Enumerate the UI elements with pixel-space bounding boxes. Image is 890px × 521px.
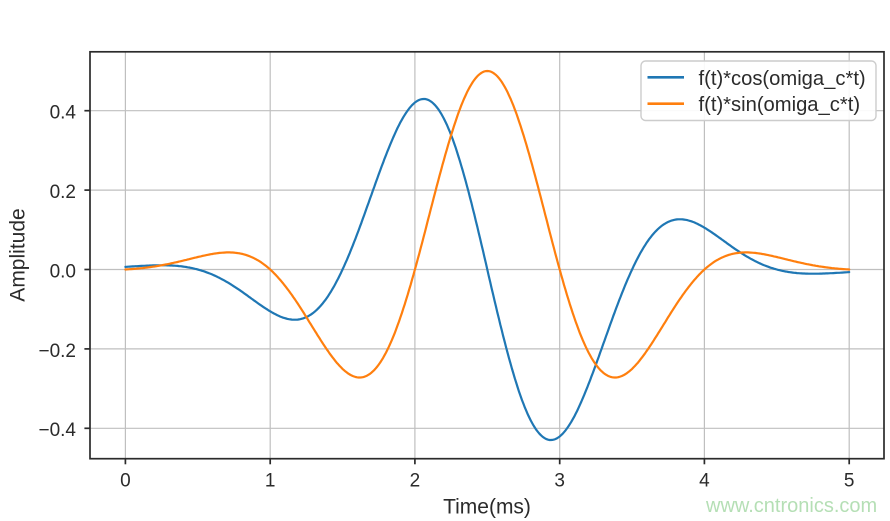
svg-text:1: 1 <box>265 471 276 492</box>
svg-text:2: 2 <box>410 471 421 492</box>
svg-text:0.0: 0.0 <box>50 261 76 282</box>
svg-text:0: 0 <box>120 471 131 492</box>
svg-text:Amplitude: Amplitude <box>7 208 30 301</box>
svg-text:−0.4: −0.4 <box>38 420 76 441</box>
svg-text:−0.2: −0.2 <box>38 341 76 362</box>
svg-text:4: 4 <box>699 471 710 492</box>
svg-text:f(t)*cos(omiga_c*t): f(t)*cos(omiga_c*t) <box>699 68 866 90</box>
svg-text:5: 5 <box>844 471 855 492</box>
svg-text:0.2: 0.2 <box>50 182 76 203</box>
svg-text:f(t)*sin(omiga_c*t): f(t)*sin(omiga_c*t) <box>699 94 861 116</box>
svg-text:3: 3 <box>554 471 565 492</box>
svg-text:www.cntronics.com: www.cntronics.com <box>705 495 877 517</box>
svg-text:Time(ms): Time(ms) <box>443 496 531 519</box>
svg-text:0.4: 0.4 <box>50 103 77 124</box>
